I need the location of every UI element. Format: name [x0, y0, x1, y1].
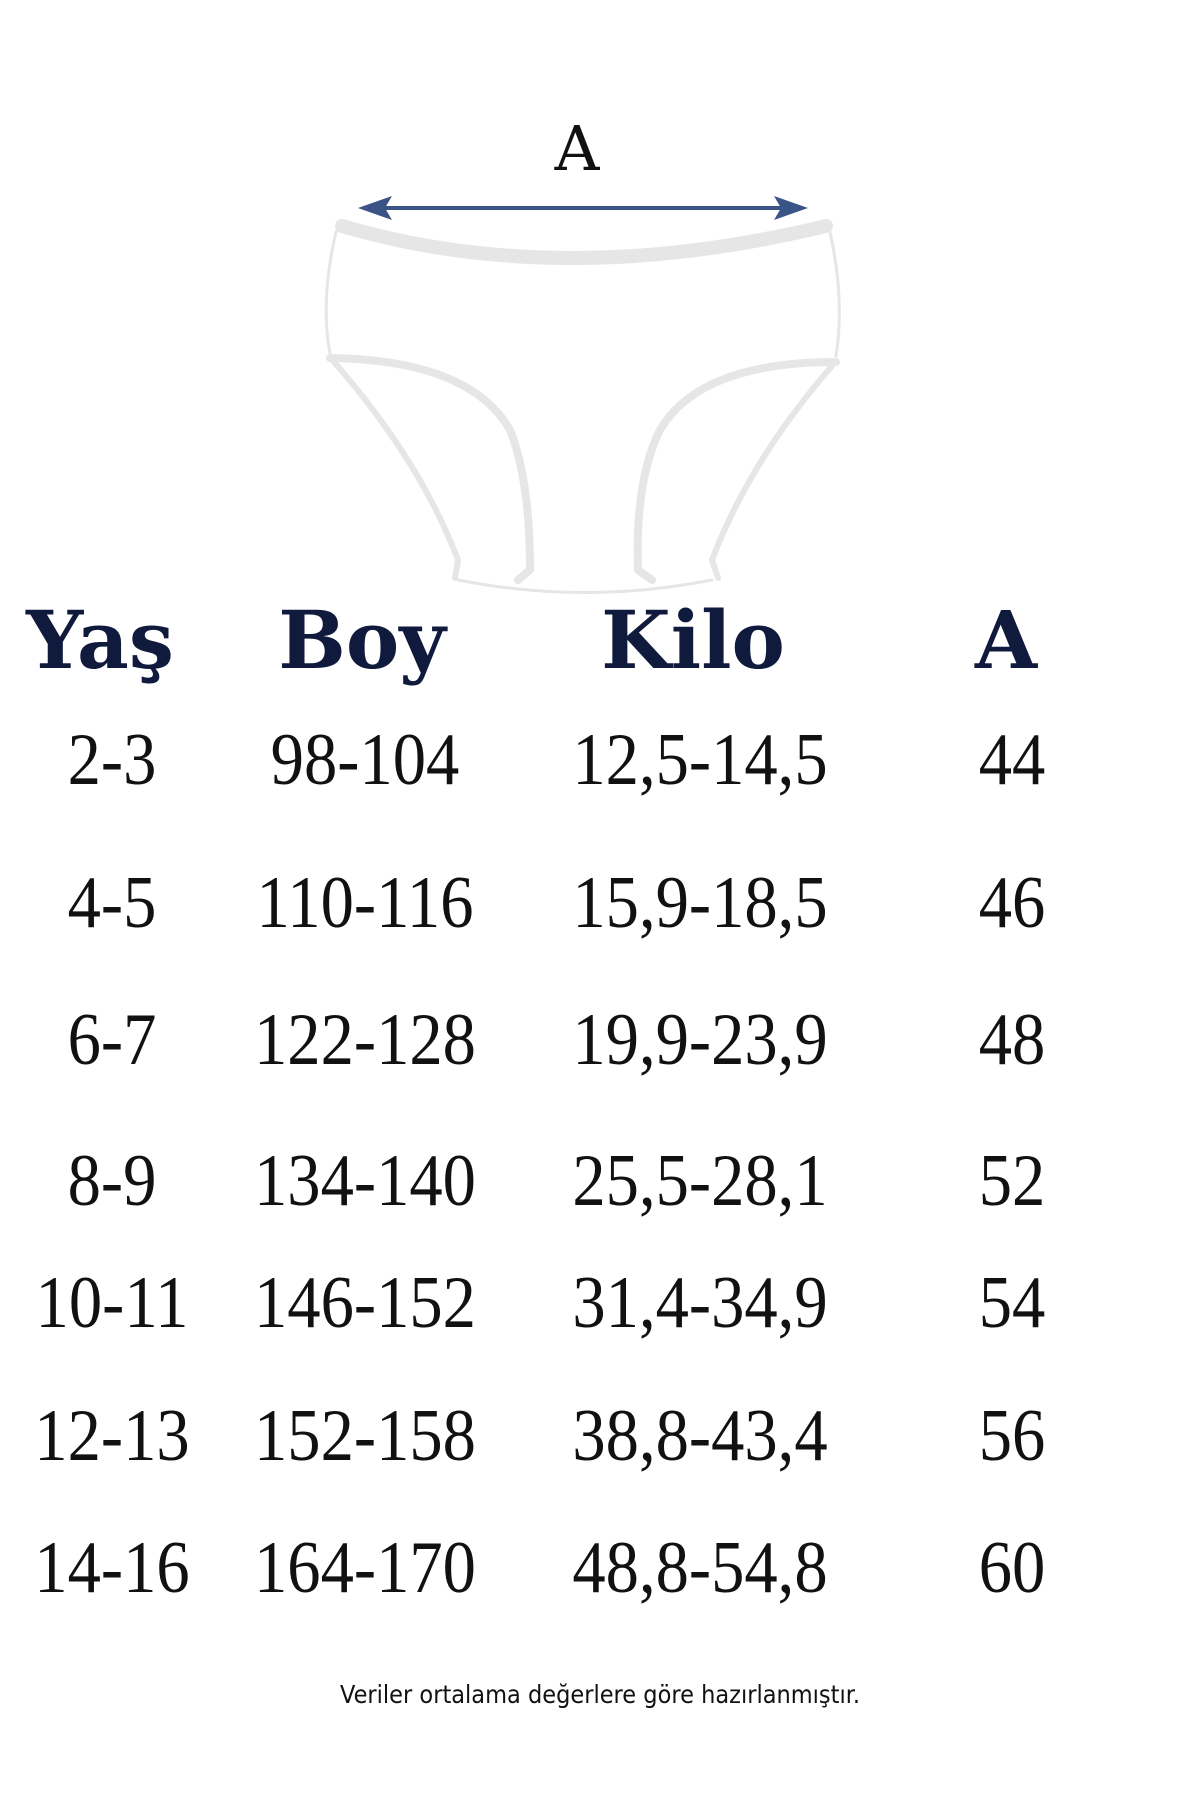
cell-weight: 48,8-54,8	[572, 1527, 828, 1609]
cell-a: 56	[978, 1395, 1046, 1477]
cell-height: 98-104	[270, 719, 460, 801]
cell-age: 8-9	[67, 1140, 157, 1222]
briefs-outline-icon	[324, 219, 841, 594]
cell-height: 134-140	[254, 1140, 476, 1222]
cell-age: 4-5	[67, 862, 157, 944]
cell-height: 122-128	[254, 999, 476, 1081]
cell-weight: 38,8-43,4	[572, 1395, 828, 1477]
header-height: Boy	[278, 593, 446, 687]
cell-height: 164-170	[254, 1527, 476, 1609]
cell-a: 48	[978, 999, 1046, 1081]
cell-weight: 12,5-14,5	[572, 719, 828, 801]
cell-age: 10-11	[35, 1262, 189, 1344]
garment-diagram	[324, 196, 841, 594]
cell-a: 52	[978, 1140, 1046, 1222]
header-weight: Kilo	[601, 593, 785, 687]
cell-a: 46	[978, 862, 1046, 944]
cell-a: 60	[978, 1527, 1046, 1609]
cell-a: 54	[978, 1262, 1046, 1344]
cell-weight: 31,4-34,9	[572, 1262, 828, 1344]
cell-age: 14-16	[34, 1527, 190, 1609]
cell-weight: 25,5-28,1	[572, 1140, 828, 1222]
cell-weight: 15,9-18,5	[572, 862, 828, 944]
cell-weight: 19,9-23,9	[572, 999, 828, 1081]
cell-height: 152-158	[254, 1395, 476, 1477]
cell-age: 6-7	[67, 999, 157, 1081]
width-arrow-icon	[358, 196, 808, 220]
header-a: A	[974, 593, 1038, 687]
cell-height: 110-116	[256, 862, 474, 944]
cell-age: 12-13	[34, 1395, 190, 1477]
cell-age: 2-3	[67, 719, 157, 801]
cell-height: 146-152	[254, 1262, 476, 1344]
footer-note: Veriler ortalama değerlere göre hazırlan…	[339, 1680, 861, 1709]
header-age: Yaş	[26, 593, 174, 687]
cell-a: 44	[978, 719, 1046, 801]
dimension-label-a: A	[554, 112, 600, 185]
